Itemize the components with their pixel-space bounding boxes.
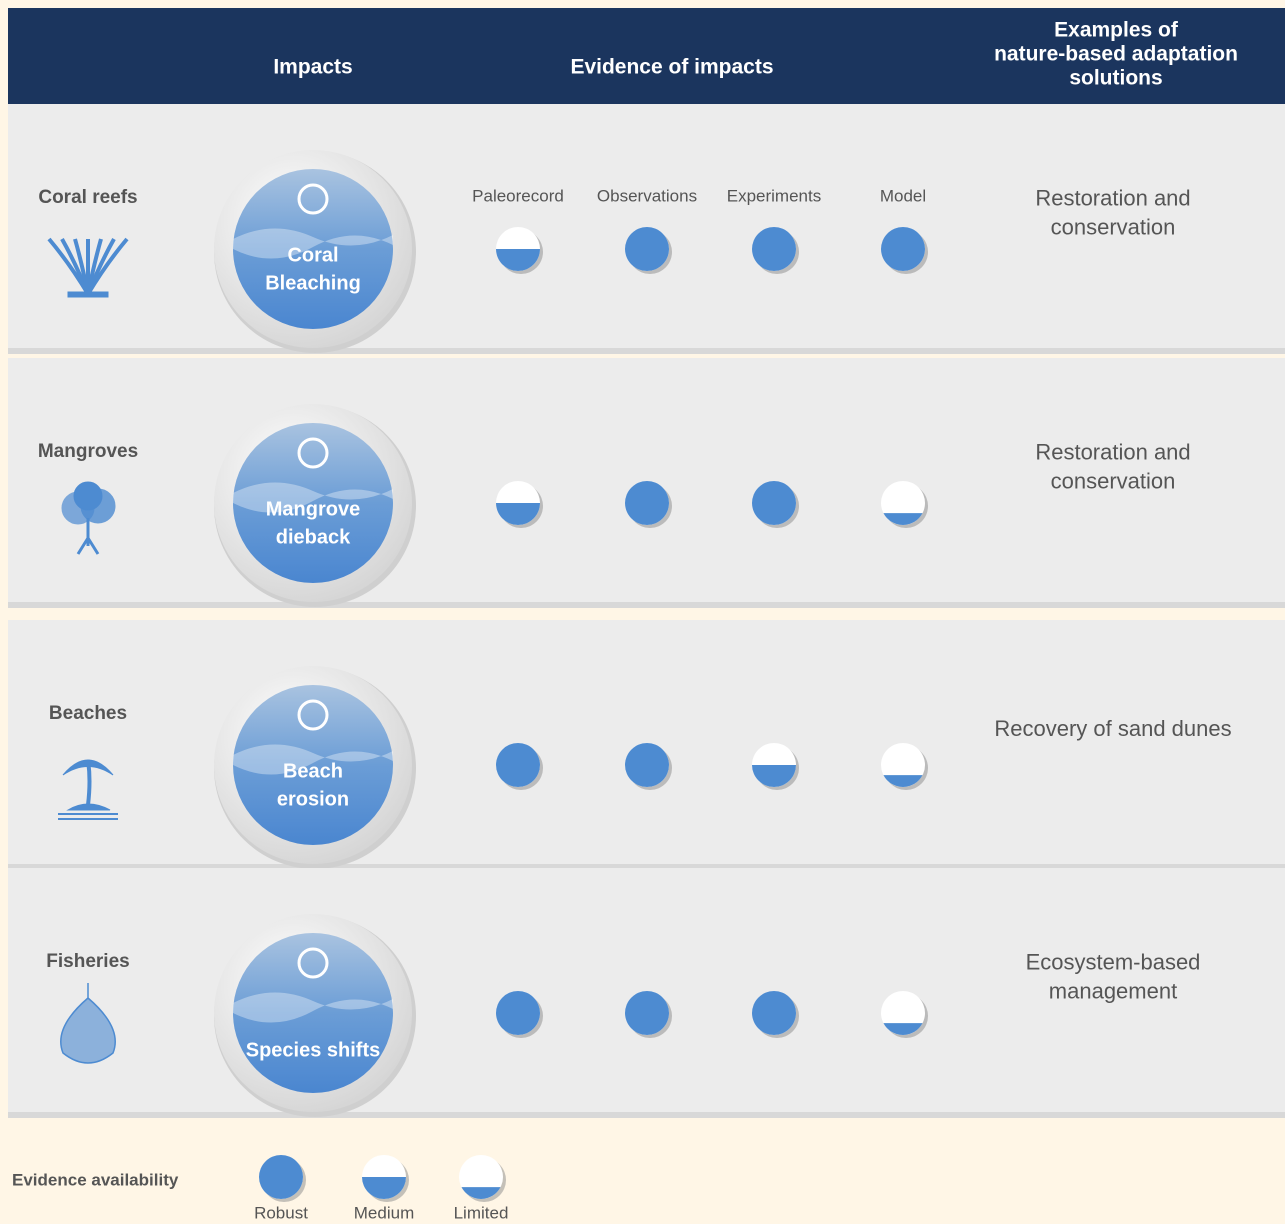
evidence-dot	[461, 1187, 501, 1200]
ecosystem-label: Fisheries	[46, 951, 129, 972]
row-shadow	[8, 348, 1285, 354]
column-header: Evidence of impacts	[570, 56, 773, 79]
evidence-dot	[883, 513, 923, 526]
impact-label: Bleaching	[265, 272, 361, 294]
palm-leaves	[62, 759, 114, 776]
evidence-dot	[752, 765, 796, 787]
solution-text: conservation	[1051, 214, 1176, 239]
ecosystem-label: Coral reefs	[38, 187, 137, 208]
impact-symbol	[297, 947, 329, 979]
legend-label: Limited	[454, 1203, 509, 1222]
ecosystem-icon	[58, 759, 118, 820]
impact-symbol	[297, 183, 329, 215]
evidence-type-label: Paleorecord	[472, 186, 564, 205]
legend-label: Robust	[254, 1203, 308, 1222]
impact-label: Mangrove	[266, 498, 360, 520]
evidence-dot	[625, 743, 669, 787]
impact-disc	[233, 423, 393, 583]
impact-disc	[233, 933, 393, 1093]
coral-base	[67, 291, 109, 298]
evidence-dot	[259, 1155, 303, 1199]
evidence-dot	[752, 481, 796, 525]
evidence-type-label: Observations	[597, 186, 697, 205]
evidence-dot	[625, 481, 669, 525]
header-bar	[8, 8, 1285, 104]
impact-disc	[233, 169, 393, 329]
impact-label: Coral	[287, 244, 338, 266]
solution-text: management	[1049, 978, 1177, 1003]
evidence-dot	[883, 1023, 923, 1036]
row-shadow	[8, 1112, 1285, 1118]
legend-label: Medium	[354, 1203, 414, 1222]
evidence-type-label: Experiments	[727, 186, 821, 205]
column-header: Examples of	[1054, 19, 1179, 42]
ecosystem-icon	[60, 983, 116, 1064]
solution-text: Restoration and	[1035, 439, 1190, 464]
tree-trunk	[76, 518, 100, 555]
evidence-dot	[496, 743, 540, 787]
column-header: solutions	[1069, 67, 1162, 90]
net	[60, 983, 116, 1064]
solution-text: conservation	[1051, 468, 1176, 493]
impact-label: Beach	[283, 760, 343, 782]
impact-wave	[233, 992, 393, 1023]
evidence-type-label: Model	[880, 186, 926, 205]
column-header: Impacts	[273, 56, 352, 79]
island	[66, 803, 111, 811]
evidence-dot	[496, 991, 540, 1035]
impact-wave	[233, 228, 393, 259]
evidence-dot	[362, 1177, 406, 1199]
row-shadow	[8, 864, 1285, 870]
waves	[58, 813, 118, 820]
evidence-dot	[625, 227, 669, 271]
ecosystem-icon	[61, 481, 116, 555]
evidence-dot	[883, 775, 923, 788]
impact-disc	[233, 685, 393, 845]
column-header: nature-based adaptation	[994, 43, 1238, 66]
ecosystem-icon	[47, 237, 129, 298]
solution-text: Restoration and	[1035, 185, 1190, 210]
evidence-dot	[881, 227, 925, 271]
impact-wave	[233, 482, 393, 513]
impact-symbol	[297, 437, 329, 469]
impact-wave	[233, 744, 393, 775]
evidence-dot	[496, 503, 540, 525]
impact-label: dieback	[276, 526, 351, 548]
evidence-dot	[496, 249, 540, 271]
impact-symbol	[297, 699, 329, 731]
evidence-dot	[752, 991, 796, 1035]
evidence-dot	[625, 991, 669, 1035]
ecosystem-label: Beaches	[49, 703, 127, 724]
tree-crown	[73, 481, 103, 511]
row-panel	[8, 620, 1285, 864]
row-shadow	[8, 602, 1285, 608]
impact-label: erosion	[277, 788, 349, 810]
evidence-dot	[752, 227, 796, 271]
ecosystem-label: Mangroves	[38, 441, 138, 462]
solution-text: Ecosystem-based	[1026, 949, 1201, 974]
impact-label: Species shifts	[246, 1039, 381, 1061]
solution-text: Recovery of sand dunes	[994, 716, 1231, 741]
coral-branch	[86, 237, 129, 296]
legend-title: Evidence availability	[12, 1170, 179, 1189]
